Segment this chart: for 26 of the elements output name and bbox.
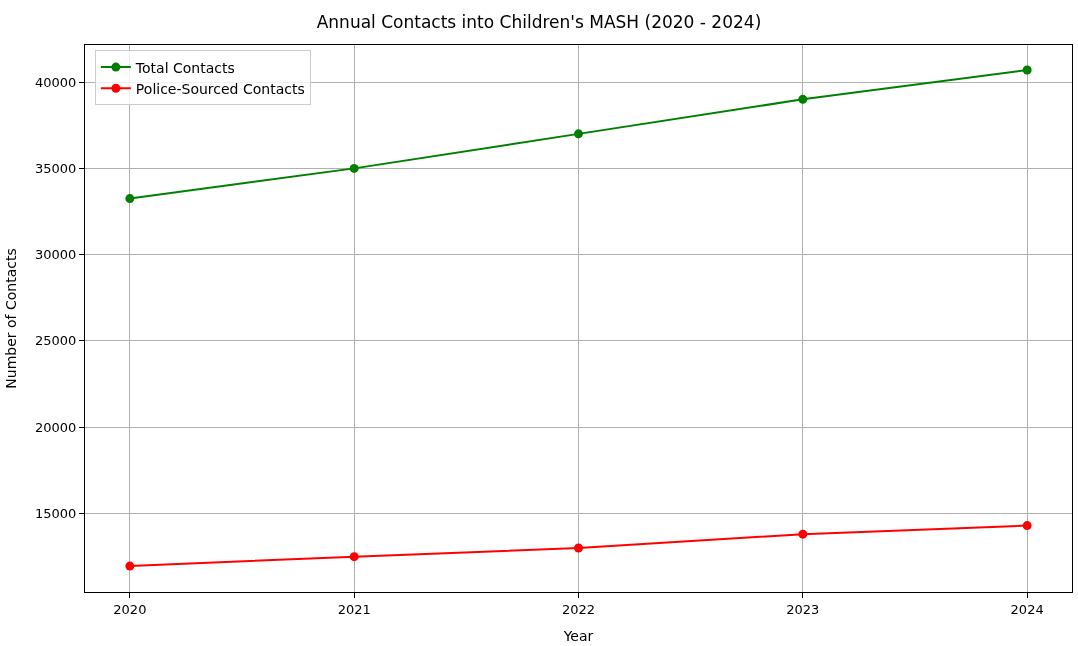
point	[798, 529, 808, 539]
point	[125, 561, 135, 571]
point	[125, 194, 135, 204]
point	[1022, 65, 1032, 75]
legend-label: Total Contacts	[134, 59, 235, 76]
x-tick-label: 2020	[113, 601, 147, 617]
x-tick-label: 2023	[786, 601, 820, 617]
point	[349, 163, 359, 173]
point	[798, 94, 808, 104]
x-tick-label: 2021	[337, 601, 371, 617]
point	[1022, 521, 1032, 531]
x-tick-label: 2024	[1010, 601, 1044, 617]
y-tick-label: 35000	[35, 160, 77, 176]
point	[574, 543, 583, 553]
point	[574, 129, 583, 139]
x-axis-title: Year	[562, 627, 594, 644]
point	[349, 552, 359, 562]
y-tick-label: 30000	[35, 247, 77, 263]
y-tick-label: 15000	[35, 506, 77, 522]
y-tick-label: 20000	[35, 419, 77, 435]
chart-title: Annual Contacts into Children's MASH (2020 - 2024)	[316, 12, 762, 33]
y-axis-title: Number of Contacts	[2, 248, 19, 389]
y-tick-label: 25000	[35, 333, 77, 349]
y-tick-label: 40000	[35, 74, 77, 90]
x-tick-label: 2022	[561, 601, 596, 617]
legend-label: Police-Sourced Contacts	[135, 80, 305, 97]
